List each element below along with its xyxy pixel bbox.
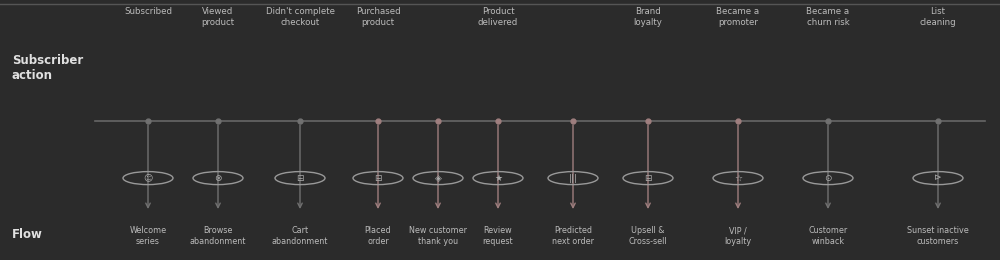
Text: Cart
abandonment: Cart abandonment: [272, 226, 328, 246]
Text: Became a
churn risk: Became a churn risk: [806, 6, 850, 27]
Text: Review
request: Review request: [483, 226, 513, 246]
Text: Welcome
series: Welcome series: [129, 226, 167, 246]
Text: ☆: ☆: [734, 174, 742, 183]
Text: ★: ★: [494, 174, 502, 183]
Text: Placed
order: Placed order: [365, 226, 391, 246]
Text: ⊟: ⊟: [374, 174, 382, 183]
Text: ◈: ◈: [435, 174, 441, 183]
Text: New customer
thank you: New customer thank you: [409, 226, 467, 246]
Text: Didn't complete
checkout: Didn't complete checkout: [266, 6, 334, 27]
Text: Predicted
next order: Predicted next order: [552, 226, 594, 246]
Text: List
cleaning: List cleaning: [920, 6, 956, 27]
Text: Subscribed: Subscribed: [124, 6, 172, 16]
Text: Brand
loyalty: Brand loyalty: [634, 6, 662, 27]
Text: VIP /
loyalty: VIP / loyalty: [724, 226, 752, 246]
Text: ⊟: ⊟: [296, 174, 304, 183]
Text: Viewed
product: Viewed product: [201, 6, 235, 27]
Text: ⊳: ⊳: [934, 174, 942, 183]
Text: Purchased
product: Purchased product: [356, 6, 400, 27]
Text: Subscriber
action: Subscriber action: [12, 54, 83, 82]
Text: Customer
winback: Customer winback: [808, 226, 848, 246]
Text: Sunset inactive
customers: Sunset inactive customers: [907, 226, 969, 246]
Text: ⊟: ⊟: [644, 174, 652, 183]
Text: Browse
abandonment: Browse abandonment: [190, 226, 246, 246]
Text: ☺: ☺: [143, 174, 153, 183]
Text: ⊙: ⊙: [824, 174, 832, 183]
Text: ⊗: ⊗: [214, 174, 222, 183]
Text: Flow: Flow: [12, 228, 43, 240]
Text: |||: |||: [568, 174, 578, 183]
Text: Upsell &
Cross-sell: Upsell & Cross-sell: [629, 226, 667, 246]
Text: Product
delivered: Product delivered: [478, 6, 518, 27]
Text: Became a
promoter: Became a promoter: [716, 6, 760, 27]
